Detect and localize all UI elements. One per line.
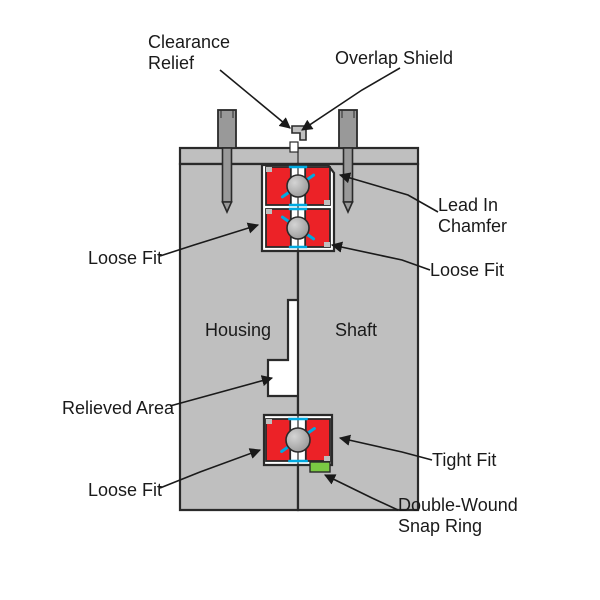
label-double-wound-snap-ring: Double-Wound Snap Ring — [398, 495, 518, 536]
label-overlap-shield: Overlap Shield — [335, 48, 453, 69]
label-loose-fit-upper-right: Loose Fit — [430, 260, 504, 281]
region-label-housing: Housing — [205, 320, 271, 341]
label-relieved-area: Relieved Area — [62, 398, 174, 419]
label-tight-fit: Tight Fit — [432, 450, 496, 471]
label-loose-fit-upper-left: Loose Fit — [88, 248, 162, 269]
label-loose-fit-lower-left: Loose Fit — [88, 480, 162, 501]
label-lead-in-chamfer: Lead In Chamfer — [438, 195, 507, 236]
region-label-shaft: Shaft — [335, 320, 377, 341]
label-clearance-relief: Clearance Relief — [148, 32, 230, 73]
